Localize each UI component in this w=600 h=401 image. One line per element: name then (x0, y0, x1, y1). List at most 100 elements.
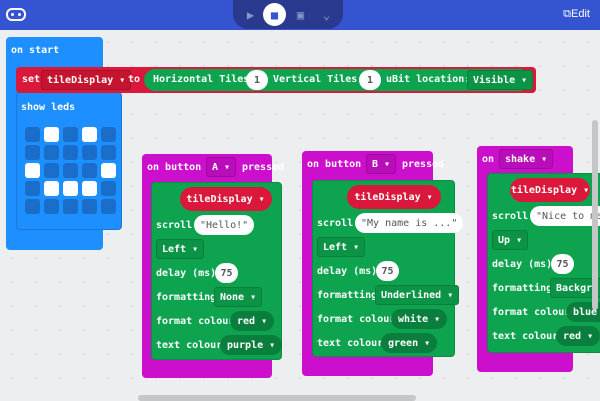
format-colour-value: red (237, 315, 256, 327)
set-variable-block[interactable]: set tileDisplay ▾ to Horizontal Tiles: 1… (16, 67, 536, 93)
format-colour-label: format colour (156, 316, 235, 327)
chevron-down-icon[interactable]: ⌄ (322, 7, 331, 22)
text-colour-label: text colour (317, 338, 384, 349)
vertical-label: Vertical Tiles: (273, 74, 364, 85)
event-prefix: on button (147, 162, 202, 173)
led-cell[interactable] (25, 181, 40, 196)
javascript-icon[interactable]: ▣ (296, 7, 305, 22)
show-leds-label: show leds (21, 102, 76, 113)
create-tiles-block[interactable] (144, 69, 531, 91)
tile-display-variable[interactable]: tileDisplay ▾ (346, 185, 441, 209)
event-option-dropdown[interactable]: A ▾ (206, 157, 237, 177)
led-cell[interactable] (101, 163, 116, 178)
led-cell[interactable] (44, 127, 59, 142)
led-cell[interactable] (25, 199, 40, 214)
formatting-dropdown[interactable]: None ▾ (214, 287, 263, 307)
direction-value: Up (498, 234, 511, 246)
variable-dropdown[interactable]: tileDisplay ▾ (41, 70, 132, 90)
event-prefix: on (482, 154, 495, 165)
formatting-value: Underlined (381, 289, 442, 301)
led-cell[interactable] (82, 127, 97, 142)
scroll-text: Hello! (206, 219, 243, 231)
edit-button[interactable]: ⧉Edit (563, 8, 590, 20)
led-cell[interactable] (44, 181, 59, 196)
led-cell[interactable] (44, 145, 59, 160)
led-cell[interactable] (82, 145, 97, 160)
format-colour-dropdown[interactable]: red ▾ (230, 311, 275, 331)
scroll-text: My name is ... (367, 217, 452, 229)
led-cell[interactable] (82, 199, 97, 214)
led-cell[interactable] (82, 163, 97, 178)
led-cell[interactable] (101, 145, 116, 160)
led-cell[interactable] (25, 145, 40, 160)
format-colour-label: format colour (317, 314, 396, 325)
direction-dropdown[interactable]: Up ▾ (492, 230, 529, 250)
led-cell[interactable] (25, 127, 40, 142)
led-cell[interactable] (44, 199, 59, 214)
led-cell[interactable] (25, 163, 40, 178)
formatting-dropdown[interactable]: Underlined ▾ (375, 285, 460, 305)
format-colour-value: blue (573, 306, 598, 318)
vertical-scrollbar[interactable] (592, 120, 598, 310)
scroll-text-block[interactable]: tileDisplay ▾ scroll " My name is ... " Le… (312, 180, 464, 357)
led-cell[interactable] (63, 199, 78, 214)
event-option: A (212, 161, 219, 173)
direction-value: Left (323, 241, 348, 253)
led-cell[interactable] (63, 181, 78, 196)
text-colour-dropdown[interactable]: green ▾ (381, 333, 438, 353)
text-colour-dropdown[interactable]: purple ▾ (220, 335, 283, 355)
led-cell[interactable] (101, 181, 116, 196)
text-colour-label: text colour (156, 340, 223, 351)
variable-name: tileDisplay (47, 74, 114, 86)
on-start-label: on start (11, 45, 60, 56)
led-cell[interactable] (101, 199, 116, 214)
scroll-label: scroll (492, 211, 529, 222)
tile-display-variable[interactable]: tileDisplay ▾ (179, 187, 272, 211)
led-cell[interactable] (82, 181, 97, 196)
format-colour-dropdown[interactable]: blue ▾ (566, 302, 600, 322)
formatting-label: formatting (156, 292, 217, 303)
event-option: shake (505, 153, 536, 165)
led-cell[interactable] (101, 127, 116, 142)
formatting-dropdown[interactable]: Backgro ▾ (550, 278, 600, 298)
blocks-icon[interactable]: ■ (263, 3, 286, 26)
location-dropdown[interactable]: Visible ▾ (467, 70, 534, 90)
variable-name: tileDisplay (510, 184, 578, 196)
horizontal-label: Horizontal Tiles: (153, 74, 256, 85)
tile-display-variable[interactable]: tileDisplay ▾ (510, 178, 590, 202)
scroll-label: scroll (156, 220, 193, 231)
delay-input[interactable]: 75 (376, 261, 399, 281)
event-option-dropdown[interactable]: shake ▾ (499, 149, 554, 169)
direction-dropdown[interactable]: Left ▾ (317, 237, 366, 257)
led-cell[interactable] (63, 163, 78, 178)
microbit-logo-icon[interactable] (6, 8, 26, 21)
format-colour-label: format colour (492, 307, 571, 318)
scroll-label: scroll (317, 218, 354, 229)
external-edit-icon: ⧉ (563, 8, 572, 20)
scroll-text-input[interactable]: " My name is ... " (355, 213, 464, 233)
delay-label: delay (ms) (492, 259, 553, 270)
header: ▶ ■ ▣ ⌄ ⧉Edit (0, 0, 600, 30)
led-cell[interactable] (63, 127, 78, 142)
delay-input[interactable]: 75 (215, 263, 238, 283)
scroll-text-block[interactable]: tileDisplay ▾ scroll " Hello! " Left ▾ del… (151, 182, 283, 360)
vertical-tiles-input[interactable]: 1 (359, 70, 381, 90)
formatting-label: formatting (317, 290, 378, 301)
event-option-dropdown[interactable]: B ▾ (366, 154, 397, 174)
direction-dropdown[interactable]: Left ▾ (156, 239, 205, 259)
play-icon[interactable]: ▶ (246, 7, 255, 22)
scroll-text-input[interactable]: " Hello! " (194, 215, 255, 235)
event-suffix: pressed (402, 159, 445, 170)
text-colour-value: green (388, 337, 419, 349)
scroll-text-input[interactable]: "Nice to me" (530, 206, 600, 226)
led-cell[interactable] (44, 163, 59, 178)
delay-input[interactable]: 75 (551, 254, 574, 274)
led-cell[interactable] (63, 145, 78, 160)
to-label: to (128, 74, 141, 85)
set-label: set (22, 74, 41, 85)
horizontal-tiles-input[interactable]: 1 (246, 70, 268, 90)
format-colour-dropdown[interactable]: white ▾ (391, 309, 448, 329)
horizontal-scrollbar[interactable] (138, 395, 416, 401)
text-colour-dropdown[interactable]: red ▾ (556, 326, 600, 346)
scroll-text-block[interactable]: tileDisplay ▾ scroll "Nice to me" Up ▾ d… (487, 173, 600, 353)
